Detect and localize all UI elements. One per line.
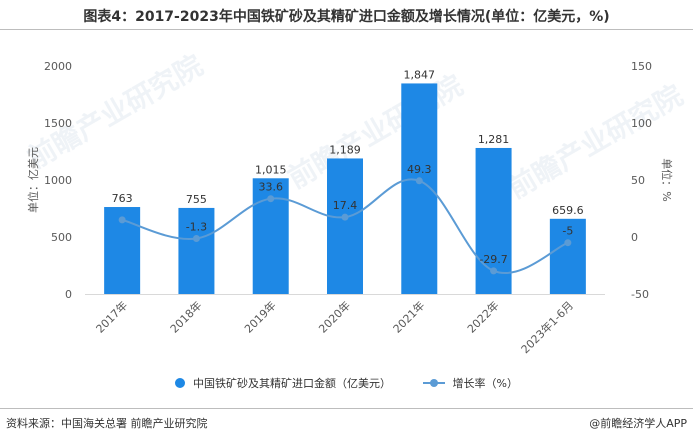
legend: 中国铁矿砂及其精矿进口金额（亿美元） 增长率（%） — [0, 375, 693, 391]
bar — [327, 158, 363, 294]
y-left-tick-label: 1000 — [44, 174, 72, 187]
y-left-tick-label: 0 — [65, 288, 72, 301]
bar-value-label: 1,189 — [329, 143, 361, 156]
growth-rate-point — [118, 216, 126, 224]
legend-item-growth-rate[interactable]: 增长率（%） — [422, 375, 518, 391]
growth-rate-label: 33.6 — [258, 181, 283, 194]
y-right-axis-title: 单位：% — [660, 158, 674, 201]
legend-label-import-value: 中国铁矿砂及其精矿进口金额（亿美元） — [193, 377, 392, 390]
bar-value-label: 1,281 — [478, 133, 510, 146]
legend-item-import-value[interactable]: 中国铁矿砂及其精矿进口金额（亿美元） — [175, 375, 391, 391]
legend-bar-marker — [175, 378, 186, 388]
x-tick-label: 2019年 — [241, 298, 278, 335]
bar-value-label: 755 — [186, 193, 207, 206]
x-tick-label: 2018年 — [167, 298, 204, 335]
growth-rate-point — [415, 177, 423, 185]
title-divider — [0, 29, 693, 30]
growth-rate-point — [564, 239, 572, 247]
source-note: 资料来源：中国海关总署 前瞻产业研究院 — [6, 417, 208, 430]
legend-label-growth-rate: 增长率（%） — [452, 377, 518, 390]
chart-title: 图表4：2017-2023年中国铁矿砂及其精矿进口金额及增长情况(单位：亿美元，… — [83, 9, 610, 25]
x-tick-label: 2017年 — [93, 298, 130, 335]
watermark-text: 前瞻产业研究院 — [282, 68, 468, 195]
growth-rate-point — [192, 234, 200, 242]
y-right-tick-label: 150 — [631, 60, 652, 73]
growth-rate-label: 49.3 — [407, 163, 432, 176]
bar — [178, 207, 215, 294]
y-left-tick-label: 2000 — [44, 60, 72, 73]
legend-line-marker — [422, 378, 445, 388]
y-left-tick-label: 500 — [51, 231, 72, 244]
bar-value-label: 1,847 — [404, 68, 436, 81]
growth-rate-point — [267, 195, 275, 203]
footer-divider — [0, 408, 693, 409]
growth-rate-point — [341, 213, 349, 221]
x-tick-label: 2023年1-6月 — [518, 298, 576, 356]
y-right-tick-label: 100 — [631, 117, 652, 130]
y-right-tick-label: 50 — [631, 174, 645, 187]
bar-value-label: 659.6 — [552, 204, 584, 217]
y-right-tick-label: 0 — [631, 231, 638, 244]
growth-rate-label: -1.3 — [186, 220, 207, 233]
growth-rate-label: -29.7 — [479, 253, 507, 266]
y-right-tick-label: -50 — [631, 288, 649, 301]
y-left-tick-label: 1500 — [44, 117, 72, 130]
brand-credit: @前瞻经济学人APP — [589, 417, 687, 430]
x-tick-label: 2021年 — [390, 298, 427, 335]
growth-rate-label: -5 — [562, 225, 573, 238]
bar-value-label: 763 — [112, 192, 133, 205]
bar — [549, 218, 586, 294]
growth-rate-point — [490, 267, 498, 275]
x-tick-label: 2020年 — [316, 298, 353, 335]
x-tick-label: 2022年 — [464, 298, 501, 335]
y-left-axis-title: 单位：亿美元 — [26, 147, 40, 213]
growth-rate-label: 17.4 — [333, 199, 358, 212]
bar-value-label: 1,015 — [255, 163, 287, 176]
